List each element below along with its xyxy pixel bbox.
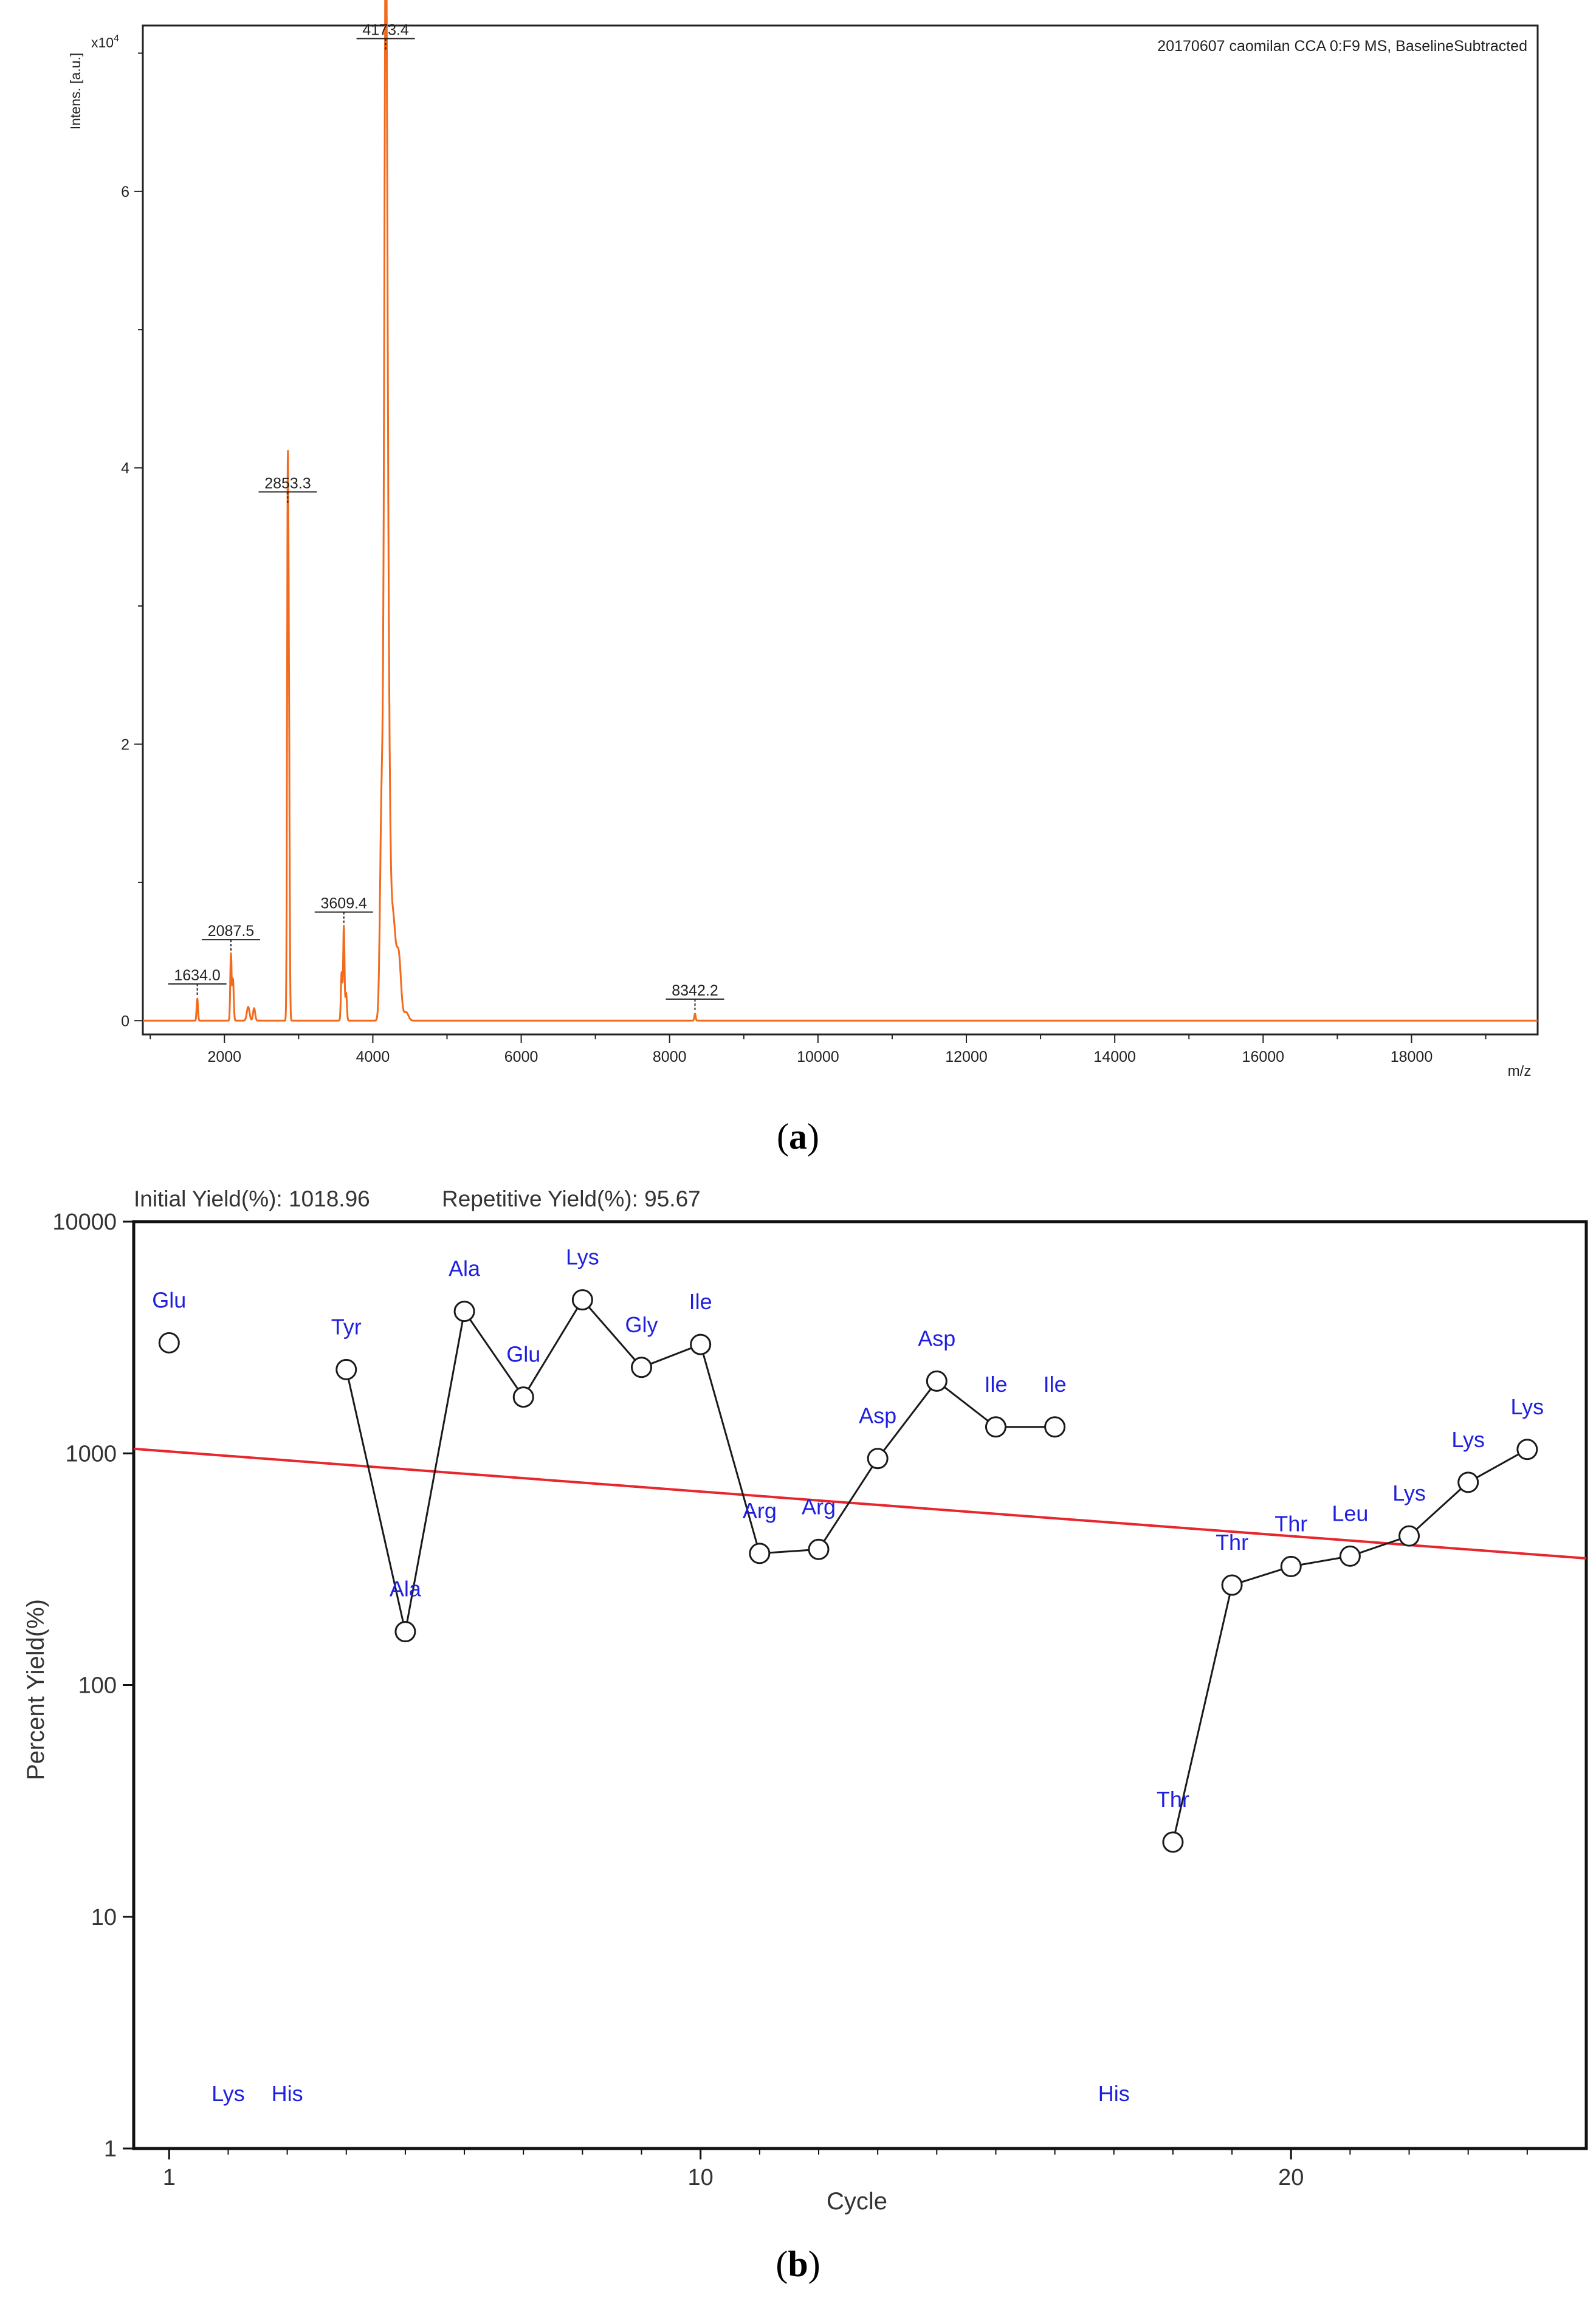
plot-frame <box>142 24 1539 1036</box>
residue-label: Gly <box>625 1312 658 1337</box>
data-point <box>1280 1555 1302 1577</box>
x-tick-label: 10000 <box>797 1048 839 1065</box>
data-point <box>867 1448 889 1470</box>
residue-label: Asp <box>918 1326 955 1350</box>
residue-label: Lys <box>566 1245 599 1270</box>
residue-label: Arg <box>743 1498 777 1523</box>
x-tick-label: 1 <box>163 2165 176 2190</box>
residue-label: His <box>1098 2081 1130 2106</box>
residue-label: Leu <box>1332 1501 1368 1526</box>
residue-label: Tyr <box>331 1314 362 1339</box>
x-tick-label: 14000 <box>1093 1048 1136 1065</box>
regression-line <box>133 1447 1587 1560</box>
peak-label: 8342.2 <box>672 982 718 999</box>
y-tick-label: 0 <box>121 1013 129 1030</box>
data-point <box>1398 1525 1420 1547</box>
data-point <box>1162 1831 1184 1853</box>
y-axis-label: Intens. [a.u.] <box>67 53 83 130</box>
residue-label: Ala <box>390 1577 422 1602</box>
x-tick-label: 20 <box>1278 2165 1304 2190</box>
residue-label: Glu <box>506 1342 540 1367</box>
peak-label: 3609.4 <box>321 895 368 912</box>
data-point <box>1457 1471 1479 1493</box>
x-axis-label: Cycle <box>827 2188 887 2215</box>
x-tick-label: 16000 <box>1242 1048 1285 1065</box>
y-axis-label: Percent Yield(%) <box>22 1599 49 1780</box>
residue-label: His <box>272 2081 303 2106</box>
data-point <box>1516 1439 1538 1460</box>
data-point <box>631 1357 653 1378</box>
y-tick-label: 1000 <box>65 1441 117 1467</box>
data-point <box>394 1621 416 1643</box>
residue-label: Asp <box>859 1403 896 1428</box>
x-axis-label: m/z <box>1508 1063 1532 1079</box>
data-point <box>808 1538 830 1560</box>
peak-label: 1634.0 <box>174 967 220 984</box>
peak-annotation: 8342.2 <box>666 982 724 1011</box>
data-point <box>1339 1545 1361 1567</box>
residue-label: Lys <box>1451 1427 1485 1452</box>
x-tick-label: 12000 <box>945 1048 988 1065</box>
x-tick-label: 18000 <box>1391 1048 1433 1065</box>
data-point <box>335 1358 357 1380</box>
residue-label: Ile <box>689 1289 712 1314</box>
x-tick-label: 10 <box>688 2165 714 2190</box>
x-tick-label: 2000 <box>207 1048 241 1065</box>
residue-label: Thr <box>1274 1511 1307 1536</box>
residue-label: Ile <box>1044 1372 1067 1397</box>
y-tick-label: 10000 <box>52 1209 117 1235</box>
caption-a: (a) <box>777 1116 819 1157</box>
data-point <box>1221 1574 1243 1596</box>
residue-label: Arg <box>802 1494 836 1519</box>
residue-label: Lys <box>1511 1394 1544 1419</box>
peak-annotation: 3609.4 <box>314 895 373 924</box>
peak-annotation: 2087.5 <box>201 923 260 952</box>
residue-label: Ile <box>984 1372 1007 1397</box>
residue-label: Thr <box>1157 1787 1189 1812</box>
x-tick-label: 8000 <box>653 1048 687 1065</box>
x-tick-label: 6000 <box>504 1048 538 1065</box>
y-multiplier: x104 <box>91 33 119 50</box>
spectrum-trace <box>142 0 1538 1022</box>
residue-label: Thr <box>1216 1530 1248 1555</box>
data-point <box>690 1333 712 1355</box>
residue-label: Lys <box>212 2081 245 2106</box>
data-point <box>512 1386 534 1408</box>
y-tick-label: 6 <box>121 184 129 201</box>
peak-annotation: 2853.3 <box>258 475 317 504</box>
caption-b: (b) <box>776 2244 820 2284</box>
data-point <box>985 1416 1006 1438</box>
residue-label: Ala <box>449 1256 481 1281</box>
y-tick-label: 100 <box>78 1673 117 1699</box>
data-point <box>749 1543 771 1564</box>
data-point <box>158 1332 180 1354</box>
repetitive-yield-label: Repetitive Yield(%): 95.67 <box>442 1186 701 1211</box>
peak-label: 2087.5 <box>208 923 254 940</box>
panel-a-mass-spectrum: 20170607 caomilan CCA 0:F9 MS, BaselineS… <box>67 0 1539 1079</box>
spectrum-title: 20170607 caomilan CCA 0:F9 MS, BaselineS… <box>1157 38 1527 55</box>
y-tick-label: 2 <box>121 736 129 753</box>
panel-b-sequencing-yield: Initial Yield(%): 1018.96 Repetitive Yie… <box>22 1186 1588 2215</box>
data-point <box>1044 1416 1066 1438</box>
peak-annotation: 4173.4 <box>356 21 415 51</box>
data-point <box>571 1289 593 1311</box>
data-point <box>926 1370 948 1392</box>
data-point <box>453 1301 475 1323</box>
residue-label: Lys <box>1392 1481 1426 1505</box>
y-tick-label: 1 <box>104 2136 117 2162</box>
y-tick-label: 10 <box>91 1905 117 1930</box>
peak-annotation: 1634.0 <box>168 967 227 996</box>
x-tick-label: 4000 <box>356 1048 390 1065</box>
peak-label: 4173.4 <box>362 21 409 38</box>
residue-label: Glu <box>152 1287 186 1312</box>
peak-label: 2853.3 <box>264 475 311 492</box>
initial-yield-label: Initial Yield(%): 1018.96 <box>134 1186 370 1211</box>
y-tick-label: 4 <box>121 460 129 477</box>
